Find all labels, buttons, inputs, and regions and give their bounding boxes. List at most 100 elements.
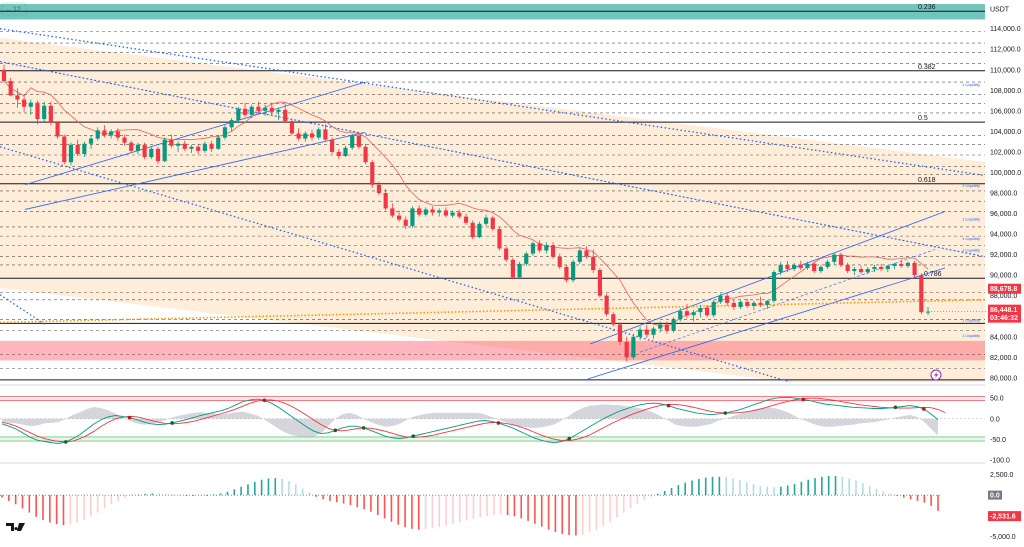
candle-body	[417, 208, 422, 215]
candle-body	[725, 295, 730, 303]
candle-body	[885, 265, 890, 269]
candle-body	[751, 302, 756, 306]
histogram-bar	[28, 495, 31, 513]
price-tick-label: 88,000.0	[990, 293, 1017, 300]
candle-body	[919, 275, 924, 313]
candle-body	[303, 133, 308, 139]
candle-body	[450, 212, 455, 216]
price-tick-label: 110,000.0	[990, 67, 1021, 74]
histogram-bar	[110, 495, 113, 505]
candle-body	[758, 302, 763, 305]
histogram-bar	[930, 495, 932, 506]
price-tick-label: 102,000.0	[990, 149, 1021, 156]
histogram-bar	[49, 495, 51, 523]
alert-lightning-icon[interactable]	[930, 369, 942, 381]
crossover-dot	[567, 436, 572, 441]
histogram-bar	[916, 495, 919, 501]
oversold-band	[0, 436, 985, 442]
candle-body	[718, 295, 723, 302]
histogram-value-tag: -2,531.6	[988, 511, 1021, 522]
candle-body	[852, 269, 857, 272]
candle-body	[437, 210, 442, 213]
histogram-bar	[465, 495, 468, 521]
histogram-bar	[335, 495, 338, 503]
candle-body	[35, 102, 40, 120]
histogram-bar	[650, 495, 652, 497]
histogram-bar	[370, 495, 372, 512]
candle-body	[189, 146, 194, 149]
candle-body	[477, 223, 482, 238]
candle-body	[390, 208, 395, 216]
histogram-bar	[923, 495, 926, 503]
candle-body	[805, 263, 810, 268]
crossover-dot	[893, 405, 898, 410]
oscillator-diff-area	[2, 404, 938, 438]
histogram-bar	[158, 493, 160, 496]
candle-body	[832, 254, 837, 262]
liquidity-label: 1 Liquidity	[962, 248, 980, 253]
histogram-bar	[233, 489, 236, 496]
price-tick-label: 112,000.0	[990, 47, 1021, 54]
candle-body	[771, 272, 777, 301]
candle-body	[15, 95, 20, 100]
histogram-pane[interactable]	[0, 475, 940, 536]
histogram-bar	[718, 476, 721, 496]
candle-body	[671, 319, 676, 331]
marked-level-tag-bg	[988, 283, 1021, 294]
histogram-bar	[315, 495, 318, 497]
candle-body	[638, 329, 643, 337]
price-tick-label: 104,000.0	[990, 129, 1021, 136]
price-tick-label: 106,000.0	[990, 108, 1021, 115]
histogram-bar	[732, 478, 734, 496]
histogram-bar	[376, 495, 379, 516]
candle-body	[470, 222, 475, 238]
price-tick-label: 96,000.0	[990, 211, 1017, 218]
candle-body	[8, 81, 13, 96]
price-tick-label: 100,000.0	[990, 170, 1021, 177]
candle-body	[812, 263, 817, 272]
liquidity-label: 1 Liquidity	[962, 183, 980, 188]
ascending-channel-lower-1	[24, 132, 366, 210]
candle-body	[765, 300, 770, 305]
histogram-bar	[848, 478, 850, 496]
histogram-tick-label: -5,000.0	[990, 534, 1016, 541]
candle-body	[242, 108, 248, 115]
histogram-bar	[294, 484, 297, 496]
histogram-bar	[329, 495, 331, 501]
candle-body	[905, 262, 910, 266]
histogram-bar	[786, 485, 789, 496]
candle-body	[336, 151, 341, 157]
histogram-bar	[499, 495, 502, 515]
histogram-zero-tag-bg	[988, 490, 1002, 500]
candle-body	[658, 324, 663, 329]
histogram-bar	[547, 495, 550, 530]
candle-body	[497, 228, 502, 249]
candle-body	[296, 133, 301, 139]
candle-body	[550, 245, 556, 257]
histogram-bar	[274, 478, 277, 496]
price-pane[interactable]: 0.236 0.382 0.5 0.618 0.786 1 Liquidity 1 Liqu…	[0, 4, 988, 383]
candle-body	[289, 121, 294, 134]
fib-label: 0.236	[918, 4, 936, 11]
histogram-zero-tag: 0.0	[988, 490, 1002, 500]
histogram-bar	[1, 495, 3, 498]
histogram-bar	[8, 495, 10, 501]
candle-body	[196, 146, 201, 151]
oscillator-pane[interactable]	[0, 396, 985, 444]
histogram-bar	[698, 478, 700, 496]
tradingview-logo[interactable]	[6, 523, 25, 531]
histogram-bar	[124, 495, 126, 499]
candle-body	[463, 216, 469, 223]
price-tick-label: 114,000.0	[990, 26, 1021, 33]
currency-label: USDT	[990, 7, 1010, 14]
histogram-bar	[117, 495, 119, 501]
descending-trendline-mid	[0, 61, 986, 258]
histogram-bar	[69, 495, 72, 525]
liquidity-label: 1 Liquidity	[962, 317, 980, 322]
histogram-bar	[588, 495, 591, 533]
price-tick-label: 84,000.0	[990, 334, 1017, 341]
candle-body	[698, 308, 703, 313]
candle-body	[216, 137, 221, 149]
histogram-bar	[643, 495, 646, 501]
histogram-bar	[349, 495, 352, 506]
